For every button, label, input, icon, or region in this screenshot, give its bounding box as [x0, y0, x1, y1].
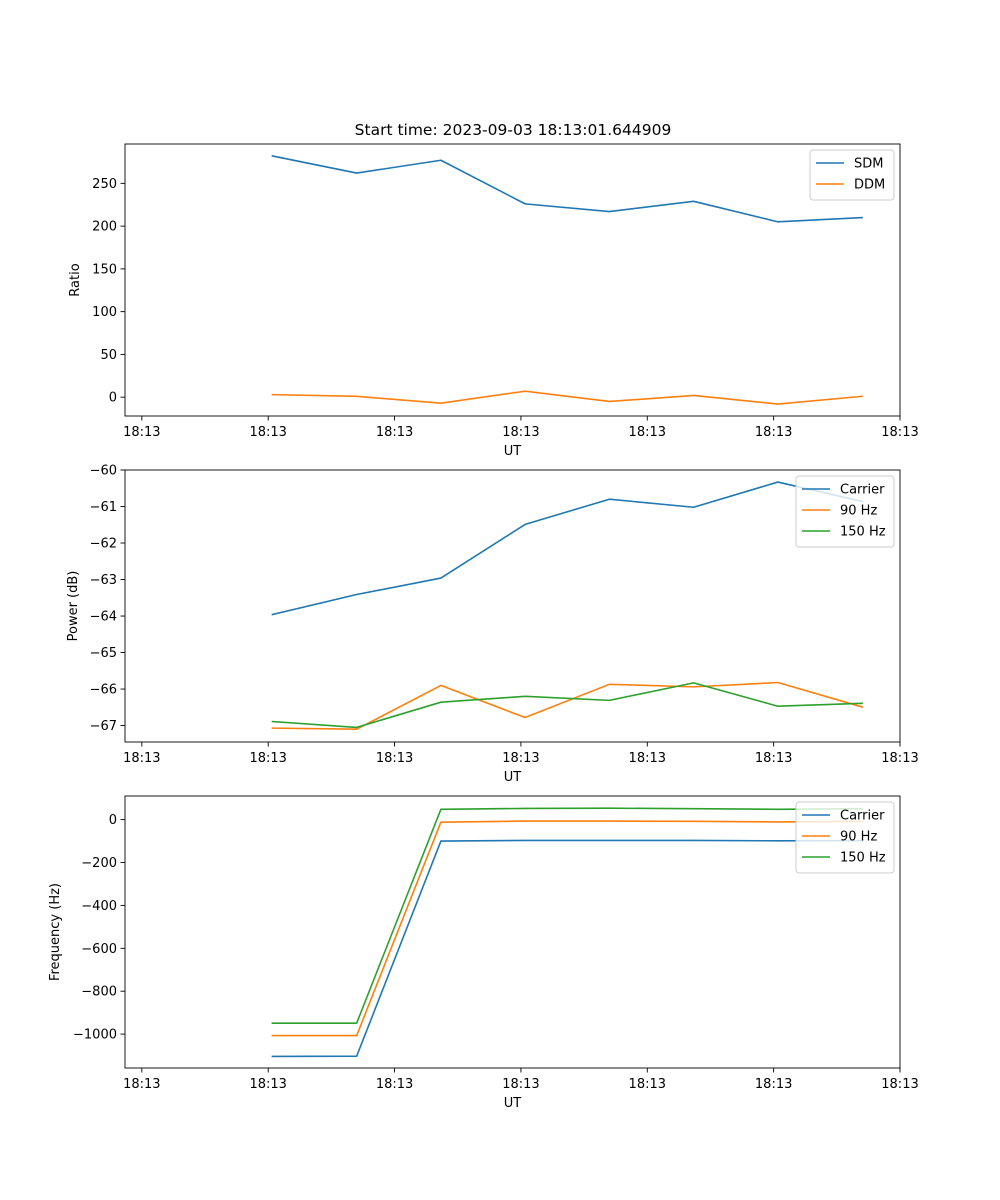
- power-x-tick-label: 18:13: [249, 751, 286, 766]
- ratio-y-tick-label: 50: [100, 348, 117, 363]
- power-legend-90-hz-label: 90 Hz: [840, 504, 877, 519]
- frequency-legend: Carrier 90 Hz 150 Hz: [795, 801, 895, 874]
- power-x-axis-label: UT: [504, 770, 522, 785]
- power-90-hz-line: [271, 681, 864, 731]
- frequency-y-tick-label: −1000: [73, 1028, 117, 1043]
- ratio-x-tick-label: 18:13: [502, 425, 539, 440]
- frequency-150-hz-line: [271, 807, 863, 1024]
- ratio-x-tick-label: 18:13: [881, 425, 918, 440]
- ratio-y-tick-label: 100: [92, 305, 117, 320]
- power-y-axis-label: Power (dB): [66, 571, 81, 642]
- frequency-x-tick-label: 18:13: [249, 1077, 286, 1092]
- frequency-legend-150-hz-label: 150 Hz: [840, 851, 886, 866]
- power-axes-frame: [124, 469, 901, 743]
- power-x-tick-label: 18:13: [123, 751, 160, 766]
- power-y-tick-label: −62: [90, 537, 117, 552]
- power-x-tick-label: 18:13: [881, 751, 918, 766]
- power-y-tick-label: −61: [90, 500, 117, 515]
- ratio-y-tick-label: 150: [92, 262, 117, 277]
- frequency-legend-90-hz-label: 90 Hz: [840, 830, 877, 845]
- frequency-y-tick-label: 0: [109, 813, 117, 828]
- power-y-tick-label: −67: [90, 719, 117, 734]
- ratio-legend-sdm-label: SDM: [854, 157, 883, 172]
- frequency-series-group: [271, 807, 863, 1058]
- power-x-tick-label: 18:13: [755, 751, 792, 766]
- power-legend-carrier-label: Carrier: [840, 483, 885, 498]
- ratio-x-axis-label: UT: [504, 444, 522, 459]
- power-legend-150-hz-label: 150 Hz: [840, 525, 886, 540]
- frequency-x-axis-label: UT: [504, 1096, 522, 1111]
- power-carrier-line: [271, 481, 864, 616]
- frequency-panel: 18:13 18:13 18:13 18:13 18:13 18:13 18:13 −1000…: [48, 795, 919, 1111]
- power-panel: 18:13 18:13 18:13 18:13 18:13 18:13 18:13 −67 −6…: [66, 464, 919, 786]
- ratio-x-tick-label: 18:13: [629, 425, 666, 440]
- ratio-y-tick-label: 200: [92, 220, 117, 235]
- figure-title: Start time: 2023-09-03 18:13:01.644909: [355, 121, 672, 139]
- power-y-tick-label: −66: [90, 683, 117, 698]
- frequency-x-tick-label: 18:13: [376, 1077, 413, 1092]
- power-series-group: [271, 481, 864, 731]
- power-legend: Carrier 90 Hz 150 Hz: [795, 475, 895, 548]
- ratio-axes-frame: [124, 143, 901, 417]
- frequency-x-tick-label: 18:13: [881, 1077, 918, 1092]
- frequency-x-tick-label: 18:13: [502, 1077, 539, 1092]
- ratio-x-tick-label: 18:13: [249, 425, 286, 440]
- ratio-y-tick-label: 250: [92, 177, 117, 192]
- power-150-hz-line: [271, 682, 863, 729]
- ratio-x-tick-label: 18:13: [123, 425, 160, 440]
- frequency-90-hz-line: [271, 820, 863, 1037]
- frequency-legend-carrier-label: Carrier: [840, 809, 885, 824]
- frequency-y-tick-label: −200: [81, 856, 117, 871]
- frequency-y-tick-label: −400: [81, 899, 117, 914]
- frequency-carrier-line: [271, 839, 863, 1058]
- power-y-tick-label: −60: [90, 464, 117, 479]
- frequency-y-axis-label: Frequency (Hz): [48, 883, 63, 981]
- ratio-series-group: [271, 155, 863, 405]
- ratio-sdm-line: [271, 155, 863, 223]
- frequency-y-tick-label: −600: [81, 942, 117, 957]
- power-legend-box: [795, 475, 895, 548]
- ratio-y-axis-label: Ratio: [68, 263, 83, 296]
- frequency-x-tick-label: 18:13: [123, 1077, 160, 1092]
- ratio-legend-ddm-label: DDM: [854, 178, 885, 193]
- power-y-tick-label: −64: [90, 610, 117, 625]
- frequency-legend-box: [795, 801, 895, 874]
- frequency-x-tick-label: 18:13: [629, 1077, 666, 1092]
- power-x-tick-label: 18:13: [376, 751, 413, 766]
- ratio-y-tick-label: 0: [109, 391, 117, 406]
- ratio-panel: 18:13 18:13 18:13 18:13 18:13 18:13 18:13 0 50 10…: [68, 143, 919, 459]
- frequency-y-tick-label: −800: [81, 985, 117, 1000]
- frequency-axes-frame: [124, 795, 901, 1069]
- ratio-ddm-line: [271, 390, 863, 405]
- frequency-x-tick-label: 18:13: [755, 1077, 792, 1092]
- ratio-x-tick-label: 18:13: [376, 425, 413, 440]
- power-y-tick-label: −63: [90, 573, 117, 588]
- ratio-legend: SDM DDM: [809, 149, 895, 201]
- power-x-tick-label: 18:13: [502, 751, 539, 766]
- power-y-tick-label: −65: [90, 646, 117, 661]
- power-x-tick-label: 18:13: [629, 751, 666, 766]
- ratio-x-tick-label: 18:13: [755, 425, 792, 440]
